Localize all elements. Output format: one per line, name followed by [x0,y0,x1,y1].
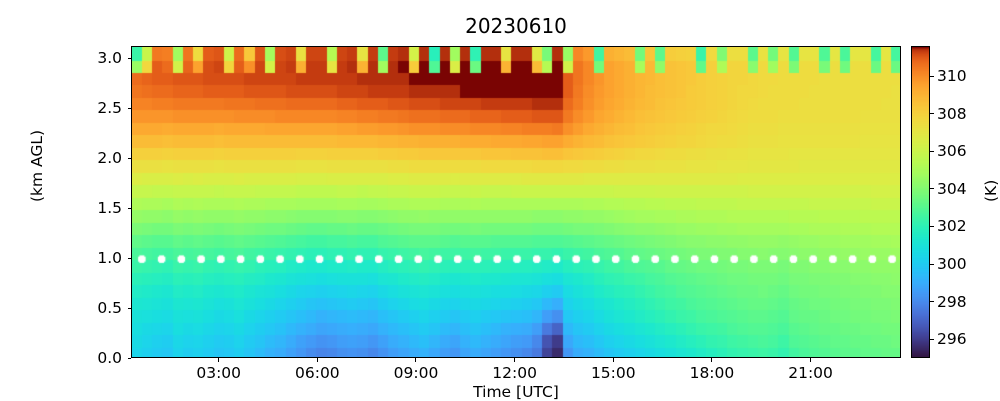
x-tick-label: 18:00 [689,364,735,382]
y-tick-mark [127,157,131,159]
colorbar-tick-label: 302 [937,217,967,236]
colorbar-tick-label: 304 [937,179,967,198]
y-tick-mark [127,307,131,309]
x-tick-mark [810,358,812,362]
heatmap-axes [131,46,901,358]
y-tick-mark [127,207,131,209]
x-tick-mark [514,358,516,362]
x-tick-mark [612,358,614,362]
x-tick-mark [711,358,713,362]
mixing-layer-height-markers [132,47,900,357]
x-axis-label: Time [UTC] [473,383,559,401]
colorbar-tick-mark [930,188,934,190]
y-tick-label: 3.0 [97,49,122,68]
y-tick-mark [127,107,131,109]
colorbar-tick-label: 298 [937,292,967,311]
page-title: 20230610 [465,14,567,38]
y-tick-mark [127,57,131,59]
colorbar-gradient [912,47,929,357]
x-tick-label: 09:00 [393,364,439,382]
colorbar-tick-mark [930,338,934,340]
y-tick-label: 2.5 [97,99,122,118]
colorbar [911,46,930,358]
x-tick-label: 21:00 [788,364,833,382]
x-tick-mark [218,358,220,362]
x-tick-label: 12:00 [492,364,537,382]
x-tick-mark [316,358,318,362]
y-tick-label: 0.5 [97,299,122,318]
x-tick-mark [415,358,417,362]
y-tick-label: 2.0 [97,149,122,168]
y-tick-mark [127,357,131,359]
colorbar-tick-label: 308 [937,104,967,123]
x-tick-label: 15:00 [590,364,636,382]
y-tick-label: 1.5 [97,199,122,218]
colorbar-tick-mark [930,75,934,77]
colorbar-tick-label: 310 [937,67,967,86]
colorbar-tick-label: 300 [937,255,967,274]
x-tick-label: 06:00 [294,364,340,382]
colorbar-tick-mark [930,113,934,115]
y-tick-label: 0.0 [97,349,122,367]
colorbar-tick-mark [930,225,934,227]
colorbar-tick-mark [930,150,934,152]
colorbar-tick-mark [930,263,934,265]
colorbar-tick-label: 296 [937,330,967,349]
colorbar-tick-label: 306 [937,142,967,161]
x-tick-label: 03:00 [196,364,242,382]
colorbar-tick-mark [930,301,934,303]
y-tick-label: 1.0 [97,249,122,268]
y-tick-mark [127,257,131,259]
